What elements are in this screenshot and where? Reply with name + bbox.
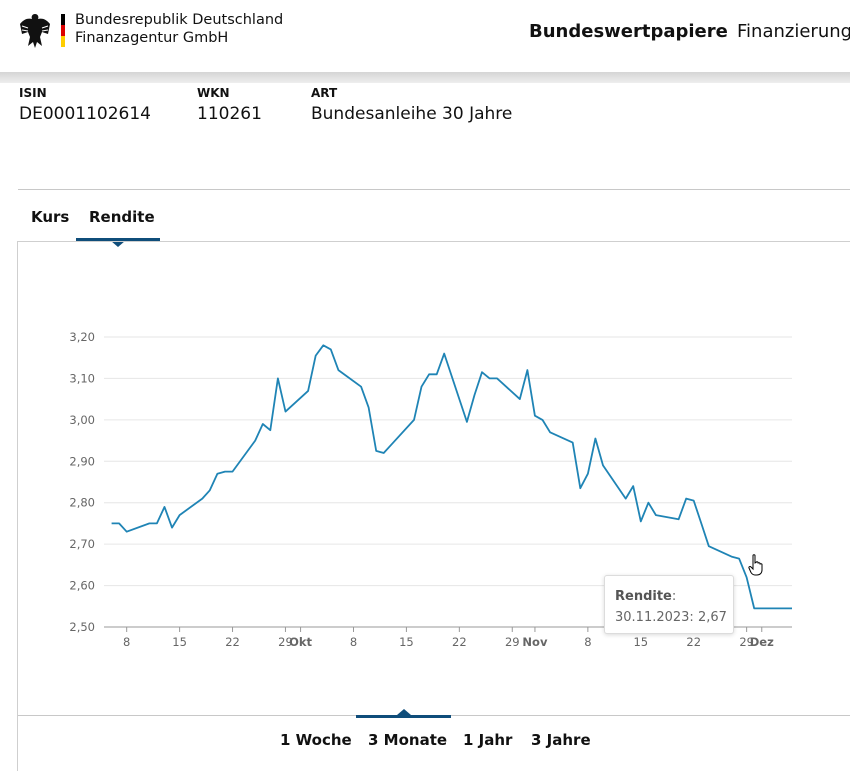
y-tick-label: 2,90 — [69, 454, 95, 468]
x-tick-label: 15 — [172, 635, 187, 649]
tab-active-caret — [111, 241, 125, 247]
wkn-value: 110261 — [197, 104, 262, 124]
brand-name[interactable]: Bundesrepublik Deutschland Finanzagentur… — [75, 11, 283, 47]
y-tick-label: 3,20 — [69, 330, 95, 344]
tooltip-title-row: Rendite: — [615, 589, 677, 604]
flag-gold — [61, 36, 65, 47]
isin-value: DE0001102614 — [19, 104, 151, 124]
tab-kurs[interactable]: Kurs — [31, 208, 70, 226]
isin-label: ISIN — [19, 86, 47, 100]
x-tick-label: 8 — [350, 635, 357, 649]
x-tick-label: 22 — [452, 635, 467, 649]
section-divider — [18, 189, 850, 190]
flag-stripes — [61, 14, 65, 47]
x-tick-label: Okt — [289, 635, 312, 649]
brand-line-1: Bundesrepublik Deutschland — [75, 12, 284, 28]
tooltip-title: Rendite — [615, 589, 672, 604]
range-active-indicator — [356, 715, 451, 718]
rendite-series-line — [111, 344, 792, 610]
range-1-jahr[interactable]: 1 Jahr — [463, 731, 513, 749]
x-tick-label: 22 — [225, 635, 240, 649]
range-1-woche[interactable]: 1 Woche — [280, 731, 352, 749]
x-tick-label: 29 — [278, 635, 293, 649]
y-tick-label: 2,60 — [69, 579, 95, 593]
site-header: Bundesrepublik Deutschland Finanzagentur… — [0, 0, 850, 72]
x-tick-label: 15 — [399, 635, 414, 649]
art-value: Bundesanleihe 30 Jahre — [311, 104, 513, 124]
x-tick-label: Dez — [750, 635, 774, 649]
x-tick-label: 8 — [584, 635, 591, 649]
yield-chart[interactable]: 3,203,103,002,902,802,702,602,508 15 22 29O… — [0, 0, 850, 752]
tab-rendite[interactable]: Rendite — [89, 208, 155, 226]
header-shadow — [0, 72, 850, 83]
range-3-monate[interactable]: 3 Monate — [368, 731, 448, 749]
x-tick-label: 29 — [505, 635, 520, 649]
y-tick-label: 2,70 — [69, 537, 95, 551]
tab-active-indicator — [76, 238, 160, 241]
x-tick-label: Nov — [522, 635, 548, 649]
y-tick-label: 2,50 — [69, 620, 95, 634]
art-label: ART — [311, 86, 338, 100]
y-tick-label: 2,80 — [69, 496, 95, 510]
wkn-label: WKN — [197, 86, 230, 100]
tooltip-value: 30.11.2023: 2,67 — [615, 610, 727, 625]
range-active-caret — [397, 709, 411, 715]
range-3-jahre[interactable]: 3 Jahre — [531, 731, 591, 749]
x-tick-label: 8 — [123, 635, 130, 649]
x-tick-label: 22 — [686, 635, 701, 649]
nav-finanzierung[interactable]: Finanzierung — [737, 21, 850, 42]
chart-panel — [17, 241, 850, 771]
federal-eagle-logo-icon[interactable] — [18, 12, 52, 50]
brand-line-2: Finanzagentur GmbH — [75, 30, 229, 46]
flag-red — [61, 25, 65, 36]
chart-tooltip: Rendite: 30.11.2023: 2,67 — [604, 575, 734, 634]
hand-cursor-icon — [748, 554, 764, 580]
y-tick-label: 3,10 — [69, 371, 95, 385]
nav-bundeswertpapiere[interactable]: Bundeswertpapiere — [529, 21, 728, 42]
x-tick-label: 29 — [739, 635, 754, 649]
flag-black — [61, 14, 65, 25]
y-tick-label: 3,00 — [69, 413, 95, 427]
x-tick-label: 15 — [633, 635, 648, 649]
